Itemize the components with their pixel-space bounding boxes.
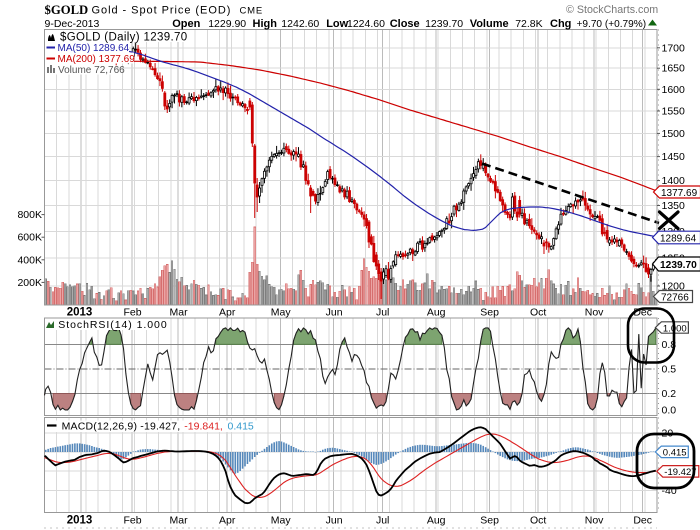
svg-text:Oct: Oct: [530, 515, 546, 527]
svg-text:1377.69: 1377.69: [661, 188, 698, 199]
svg-text:0.0: 0.0: [662, 404, 677, 416]
svg-text:Sep: Sep: [480, 307, 499, 319]
svg-text:Dec: Dec: [633, 515, 652, 527]
svg-text:May: May: [271, 307, 292, 319]
svg-text:Nov: Nov: [585, 307, 604, 319]
svg-text:0.415: 0.415: [228, 420, 254, 432]
svg-text:Jul: Jul: [376, 515, 389, 527]
svg-text:72766: 72766: [661, 292, 689, 303]
svg-text:1224.60: 1224.60: [347, 18, 385, 30]
svg-text:1450: 1450: [662, 151, 686, 163]
svg-text:Volume: Volume: [470, 18, 509, 30]
svg-text:1239.70: 1239.70: [425, 18, 463, 30]
svg-text:Apr: Apr: [219, 307, 236, 319]
svg-text:0.415: 0.415: [663, 448, 687, 459]
svg-text:1650: 1650: [662, 63, 686, 75]
svg-text:Aug: Aug: [427, 515, 446, 527]
svg-text:+9.70 (+0.79%): +9.70 (+0.79%): [577, 19, 647, 30]
svg-text:Jun: Jun: [326, 515, 343, 527]
svg-text:Mar: Mar: [170, 515, 189, 527]
svg-text:-19.427: -19.427: [664, 467, 696, 478]
svg-text:1239.70: 1239.70: [660, 260, 697, 271]
svg-text:1550: 1550: [662, 106, 686, 118]
svg-text:Jul: Jul: [376, 307, 389, 319]
svg-text:1350: 1350: [662, 200, 686, 212]
svg-text:1700: 1700: [662, 42, 686, 54]
svg-text:1600: 1600: [662, 84, 686, 96]
svg-text:1289.64: 1289.64: [660, 233, 697, 244]
svg-text:MACD(12,26,9) -19.427,: MACD(12,26,9) -19.427,: [62, 420, 181, 432]
svg-text:Mar: Mar: [170, 307, 189, 319]
svg-text:Feb: Feb: [123, 307, 141, 319]
svg-text:1242.60: 1242.60: [281, 18, 319, 30]
svg-text:0.2: 0.2: [662, 388, 677, 400]
svg-text:2013: 2013: [67, 307, 93, 319]
svg-text:72.8K: 72.8K: [515, 18, 542, 30]
svg-text:1200: 1200: [662, 281, 686, 293]
svg-text:$GOLD: $GOLD: [45, 3, 89, 17]
svg-text:© StockCharts.com: © StockCharts.com: [566, 4, 658, 16]
svg-text:Close: Close: [390, 18, 420, 30]
svg-text:200K: 200K: [17, 277, 42, 289]
svg-text:StochRSI(14) 1.000: StochRSI(14) 1.000: [58, 319, 167, 331]
svg-text:9-Dec-2013: 9-Dec-2013: [45, 18, 100, 30]
svg-text:Apr: Apr: [219, 515, 236, 527]
svg-text:Jun: Jun: [326, 307, 343, 319]
svg-text:2013: 2013: [67, 515, 93, 527]
svg-text:High: High: [253, 18, 278, 30]
svg-text:Sep: Sep: [480, 515, 499, 527]
svg-text:$GOLD (Daily) 1239.70: $GOLD (Daily) 1239.70: [60, 32, 188, 44]
svg-text:Feb: Feb: [123, 515, 141, 527]
svg-text:Nov: Nov: [585, 515, 604, 527]
svg-text:CME: CME: [240, 6, 264, 17]
svg-text:Low: Low: [326, 18, 348, 30]
svg-text:MA(50) 1289.64: MA(50) 1289.64: [58, 43, 130, 54]
svg-text:1500: 1500: [662, 128, 686, 140]
svg-text:Aug: Aug: [427, 307, 446, 319]
svg-text:-19.841,: -19.841,: [184, 420, 223, 432]
svg-text:MA(200) 1377.69: MA(200) 1377.69: [58, 54, 136, 65]
svg-text:1400: 1400: [662, 175, 686, 187]
svg-text:Open: Open: [172, 18, 200, 30]
svg-text:Gold - Spot Price (EOD): Gold - Spot Price (EOD): [92, 5, 232, 17]
svg-text:Volume 72,766: Volume 72,766: [58, 65, 125, 76]
svg-text:May: May: [271, 515, 292, 527]
svg-text:0.5: 0.5: [662, 363, 677, 375]
svg-text:Chg: Chg: [550, 18, 571, 30]
svg-text:800K: 800K: [17, 209, 42, 221]
svg-text:600K: 600K: [17, 232, 42, 244]
svg-text:Oct: Oct: [530, 307, 546, 319]
svg-text:400K: 400K: [17, 254, 42, 266]
svg-text:1229.90: 1229.90: [208, 18, 246, 30]
